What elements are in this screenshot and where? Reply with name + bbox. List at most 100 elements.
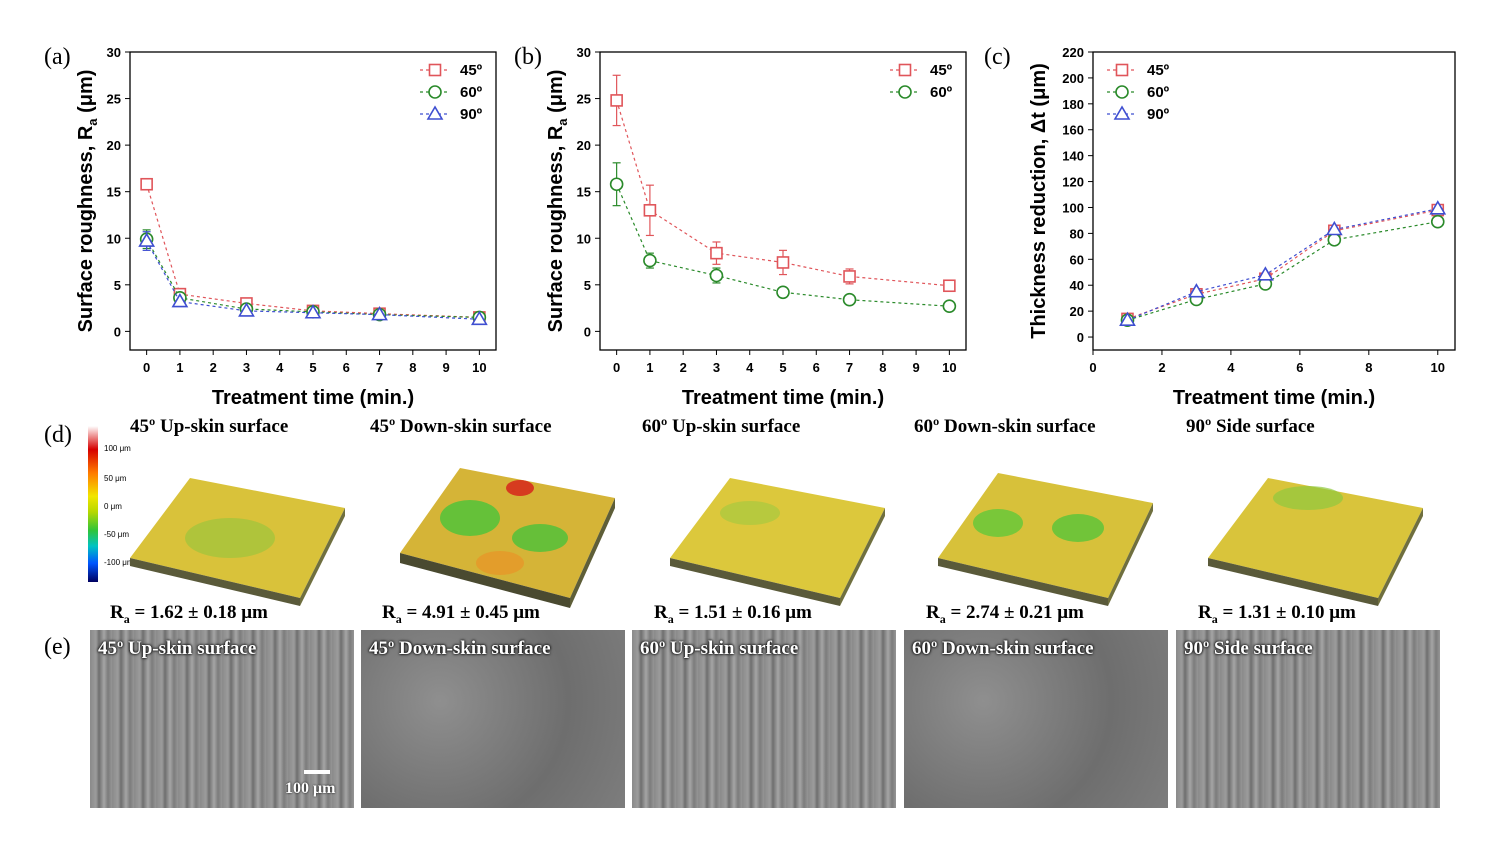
data-point <box>1327 233 1342 247</box>
y-axis-label: Surface roughness, Ra (μm) <box>545 70 570 333</box>
x-tick-label: 2 <box>210 360 217 375</box>
topo-caption: 60º Down-skin surface <box>914 416 1096 437</box>
y-tick-label: 20 <box>577 138 591 153</box>
data-point <box>942 299 957 314</box>
legend-marker <box>898 85 912 99</box>
x-tick-label: 6 <box>813 360 820 375</box>
x-axis-label: Treatment time (min.) <box>1173 387 1375 409</box>
series-line <box>146 184 480 319</box>
x-tick-label: 6 <box>1296 360 1303 375</box>
y-tick-label: 5 <box>584 278 591 293</box>
y-tick-label: 220 <box>1062 45 1084 60</box>
data-point <box>609 177 624 192</box>
legend-label: 60º <box>460 84 483 101</box>
y-tick-label: 25 <box>107 92 121 107</box>
series-2 <box>609 162 957 314</box>
x-tick-label: 3 <box>243 360 250 375</box>
y-tick-label: 25 <box>577 92 591 107</box>
data-point <box>1119 311 1136 327</box>
y-tick-label: 15 <box>577 185 591 200</box>
topography-map-45-up <box>130 478 345 606</box>
x-tick-label: 5 <box>779 360 786 375</box>
x-tick-label: 2 <box>1158 360 1165 375</box>
topography-map-60-down <box>938 473 1153 606</box>
y-tick-label: 20 <box>107 138 121 153</box>
data-point <box>138 232 156 247</box>
data-point <box>709 268 724 283</box>
data-point <box>1188 283 1205 298</box>
sem-caption: 45º Up-skin surface <box>98 638 257 659</box>
data-point <box>943 279 956 293</box>
data-point <box>1430 214 1445 229</box>
data-point <box>304 304 322 319</box>
y-tick-label: 120 <box>1062 175 1084 190</box>
x-tick-label: 6 <box>343 360 350 375</box>
data-point <box>1429 200 1447 215</box>
x-tick-label: 8 <box>1365 360 1372 375</box>
y-tick-label: 0 <box>1077 330 1084 345</box>
sem-image-45-up: 45º Up-skin surface 100 μm <box>90 630 354 808</box>
x-tick-label: 0 <box>143 360 150 375</box>
plot-frame <box>599 51 967 351</box>
x-tick-label: 1 <box>646 360 653 375</box>
roughness-value: Ra = 1.62 ± 0.18 μm <box>110 602 268 626</box>
series-line <box>146 238 480 319</box>
data-point <box>776 285 790 300</box>
data-point <box>643 253 657 268</box>
roughness-value: Ra = 1.51 ± 0.16 μm <box>654 602 812 626</box>
x-tick-label: 10 <box>472 360 486 375</box>
legend-label: 90º <box>1147 106 1170 123</box>
sem-caption: 45º Down-skin surface <box>369 638 551 659</box>
sem-image-60-down: 60º Down-skin surface <box>904 630 1168 808</box>
series-line <box>1127 209 1438 320</box>
legend-label: 90º <box>460 106 483 123</box>
legend-marker <box>428 63 442 77</box>
legend-label: 45º <box>1147 62 1170 79</box>
y-tick-label: 160 <box>1062 123 1084 138</box>
x-tick-label: 8 <box>409 360 416 375</box>
x-tick-label: 0 <box>613 360 620 375</box>
colorbar-label: -100 μm <box>104 558 134 567</box>
y-tick-label: 0 <box>114 324 121 339</box>
x-tick-label: 4 <box>1227 360 1235 375</box>
colorbar-label: -50 μm <box>104 530 130 539</box>
x-tick-label: 4 <box>746 360 754 375</box>
chart-c: 0 2 4 6 8 10020406080100120140160180200220Tre… <box>1028 45 1456 409</box>
y-tick-label: 60 <box>1070 252 1084 267</box>
data-point <box>643 204 657 217</box>
x-tick-label: 4 <box>276 360 284 375</box>
colorbar-label: 0 μm <box>104 502 122 511</box>
legend-marker <box>1113 105 1131 120</box>
y-tick-label: 15 <box>107 185 121 200</box>
sem-caption: 90º Side surface <box>1184 638 1313 659</box>
y-tick-label: 40 <box>1070 278 1084 293</box>
topography-map-90-side <box>1208 478 1423 606</box>
sem-image-90-side: 90º Side surface <box>1176 630 1440 808</box>
y-axis-label: Surface roughness, Ra (μm) <box>75 70 100 333</box>
legend-marker <box>898 63 912 77</box>
data-point <box>1325 220 1343 236</box>
topography-map-60-up <box>670 478 885 606</box>
series-2 <box>1120 214 1445 328</box>
legend-label: 45º <box>460 62 483 79</box>
series-3 <box>1119 200 1447 327</box>
roughness-value: Ra = 4.91 ± 0.45 μm <box>382 602 540 626</box>
series-1 <box>140 177 486 324</box>
panel-label-a: (a) <box>44 44 71 70</box>
data-point <box>470 310 488 326</box>
legend-label: 60º <box>930 84 953 101</box>
x-tick-label: 7 <box>376 360 383 375</box>
legend-marker <box>1115 63 1129 77</box>
legend-label: 60º <box>1147 84 1170 101</box>
y-tick-label: 5 <box>114 278 121 293</box>
legend-marker <box>428 85 442 99</box>
data-point <box>710 246 723 260</box>
data-point <box>610 94 623 107</box>
roughness-value: Ra = 1.31 ± 0.10 μm <box>1198 602 1356 626</box>
y-tick-label: 200 <box>1062 71 1084 86</box>
legend-marker <box>426 105 444 120</box>
panel-label-d: (d) <box>44 422 72 448</box>
sem-caption: 60º Down-skin surface <box>912 638 1094 659</box>
x-tick-label: 10 <box>1431 360 1445 375</box>
data-point <box>776 256 790 269</box>
